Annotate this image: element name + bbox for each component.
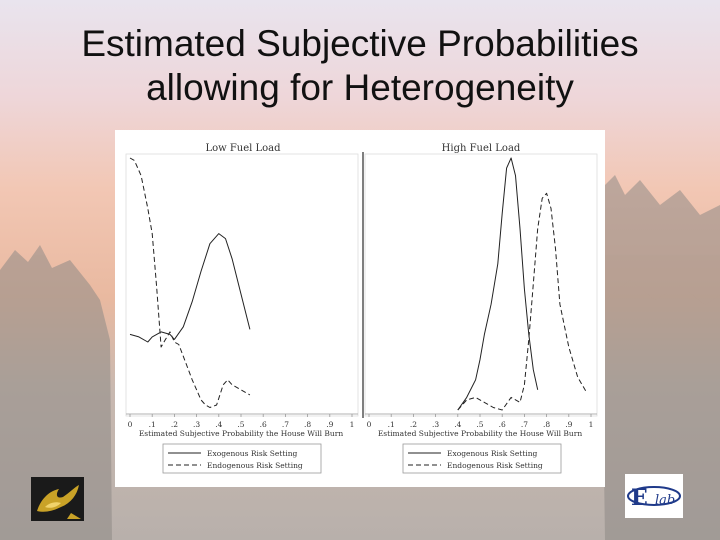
legend-label-2-0: Exogenous Risk Setting [447, 449, 538, 458]
x-tick-label-2-5: .5 [476, 420, 483, 429]
x-tick-label-1-6: .6 [260, 420, 267, 429]
x-tick-label-2-4: .4 [454, 420, 461, 429]
x-tick-label-1-4: .4 [215, 420, 222, 429]
slide-title-line-2: allowing for Heterogeneity [146, 67, 574, 108]
x-tick-label-2-2: .2 [410, 420, 417, 429]
x-axis-label-1: Estimated Subjective Probability the Hou… [139, 429, 344, 438]
x-tick-label-1-1: .1 [149, 420, 156, 429]
legend-label-2-1: Endogenous Risk Setting [447, 461, 543, 470]
exlab-logo-text-lab: lab [655, 493, 675, 508]
exlab-logo-letter-e: E [631, 485, 648, 511]
plot-frame-2 [364, 153, 598, 417]
series-line-1-exogenous [129, 233, 251, 343]
x-tick-label-1-8: .8 [304, 420, 311, 429]
x-tick-label-1-3: .3 [193, 420, 200, 429]
figure-panel: Low Fuel Load 0 .1 .2 .3 .4 .5 .6 .7 .8 .9 1 Estimat… [115, 130, 605, 487]
x-tick-label-2-7: .7 [521, 420, 528, 429]
x-axis-label-2: Estimated Subjective Probability the Hou… [378, 429, 583, 438]
x-tick-label-2-1: .1 [388, 420, 395, 429]
x-tick-label-2-9: .9 [565, 420, 572, 429]
plot-frame-1 [125, 153, 359, 417]
x-tick-label-1-2: .2 [171, 420, 178, 429]
exlab-logo-icon: E lab [625, 474, 683, 518]
x-tick-label-2-10: 1 [589, 420, 594, 429]
x-tick-label-1-9: .9 [326, 420, 333, 429]
series-line-2-exogenous [457, 157, 539, 411]
pegasus-logo-icon [31, 477, 84, 521]
chart-title-2: High Fuel Load [442, 143, 521, 154]
slide-title-line-1: Estimated Subjective Probabilities [81, 23, 639, 64]
slide-title: Estimated Subjective Probabilities allow… [0, 22, 720, 110]
x-tick-label-1-0: 0 [128, 420, 133, 429]
chart-title-1: Low Fuel Load [205, 143, 281, 154]
x-tick-label-2-6: .6 [499, 420, 506, 429]
legend-box-2 [402, 443, 562, 474]
x-tick-label-2-0: 0 [367, 420, 372, 429]
legend-label-1-1: Endogenous Risk Setting [207, 461, 303, 470]
series-line-2-endogenous [457, 192, 588, 411]
series-line-1-endogenous [129, 157, 251, 408]
x-tick-label-1-5: .5 [237, 420, 244, 429]
x-tick-label-2-3: .3 [432, 420, 439, 429]
x-tick-label-1-10: 1 [350, 420, 355, 429]
legend-box-1 [162, 443, 322, 474]
x-tick-label-2-8: .8 [543, 420, 550, 429]
x-tick-label-1-7: .7 [282, 420, 289, 429]
legend-label-1-0: Exogenous Risk Setting [207, 449, 298, 458]
density-charts: Low Fuel Load 0 .1 .2 .3 .4 .5 .6 .7 .8 .9 1 Estimat… [125, 143, 598, 474]
